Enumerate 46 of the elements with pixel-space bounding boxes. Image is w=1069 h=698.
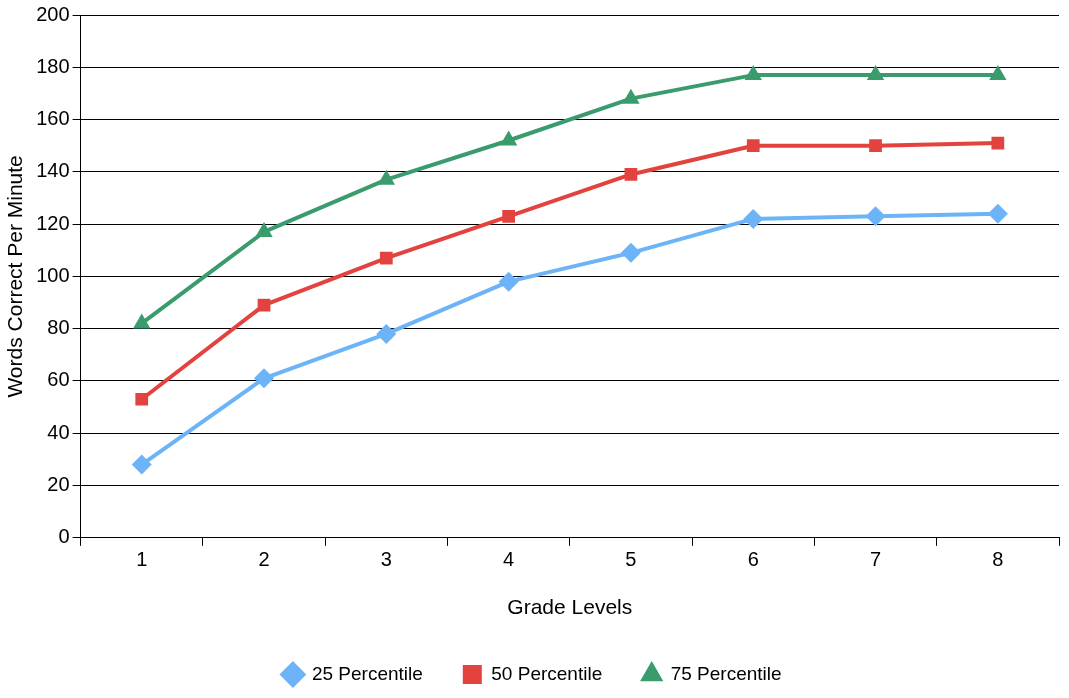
- point: [989, 65, 1007, 81]
- point: [744, 65, 762, 81]
- y-tick-label: 100: [36, 263, 70, 286]
- point: [499, 130, 518, 146]
- y-tick-label: 40: [47, 420, 70, 443]
- point: [991, 136, 1005, 150]
- y-tick-label: 20: [47, 473, 70, 496]
- x-tick-label: 2: [258, 548, 270, 571]
- y-tick-label: 160: [36, 107, 70, 130]
- point: [866, 65, 885, 81]
- y-tick-label: 120: [36, 211, 70, 234]
- point: [746, 139, 760, 153]
- x-tick-label: 6: [747, 548, 759, 571]
- point: [502, 209, 515, 223]
- legend-label: 25 Percentile: [311, 662, 423, 684]
- point: [622, 88, 640, 104]
- point: [376, 323, 397, 344]
- point: [743, 208, 764, 229]
- x-tick-label: 3: [380, 548, 392, 571]
- point: [869, 139, 882, 153]
- y-tick-label: 140: [36, 159, 70, 182]
- point: [379, 251, 393, 265]
- point: [377, 169, 395, 185]
- y-axis-title: Words Correct Per Minute: [3, 155, 27, 398]
- legend-label: 75 Percentile: [670, 662, 782, 684]
- point: [987, 203, 1008, 224]
- point: [865, 206, 886, 227]
- point: [254, 368, 275, 389]
- x-tick-label: 5: [625, 548, 637, 571]
- x-axis-title: Grade Levels: [507, 595, 633, 619]
- legend-label: 50 Percentile: [491, 662, 603, 684]
- x-tick-label: 4: [503, 548, 515, 571]
- point: [131, 454, 152, 475]
- x-tick-label: 7: [869, 548, 882, 571]
- y-tick-label: 80: [47, 316, 70, 339]
- point: [624, 168, 638, 181]
- point: [620, 242, 641, 263]
- point: [257, 298, 271, 312]
- x-tick-label: 1: [136, 548, 148, 571]
- y-tick-label: 0: [58, 525, 70, 548]
- y-tick-label: 180: [36, 54, 70, 77]
- point: [498, 271, 519, 292]
- point: [135, 392, 149, 406]
- y-tick-label: 200: [36, 2, 70, 25]
- y-tick-label: 60: [47, 368, 70, 391]
- x-tick-label: 8: [992, 548, 1004, 571]
